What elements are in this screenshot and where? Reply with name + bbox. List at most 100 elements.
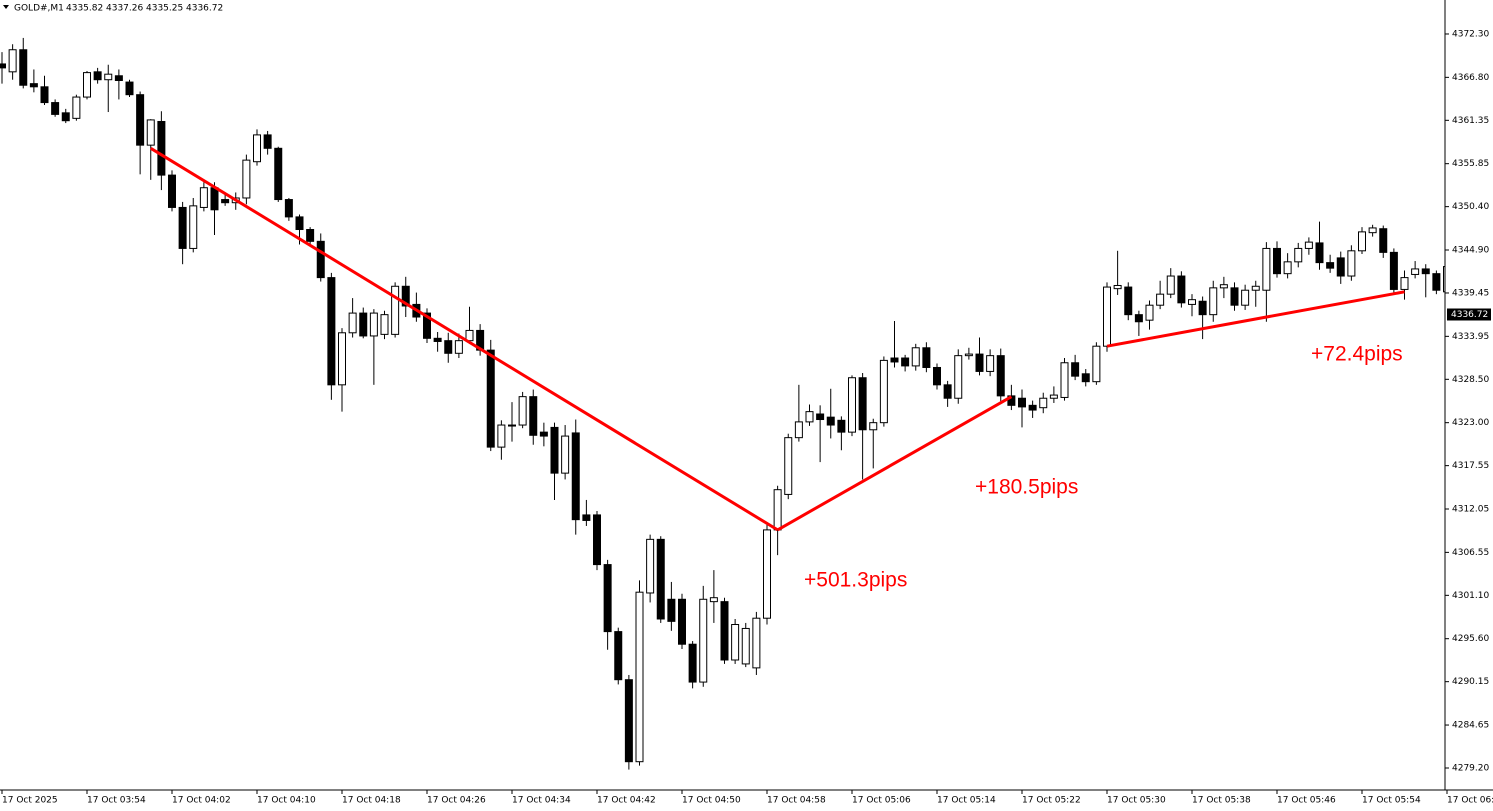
candle-body bbox=[1166, 275, 1175, 295]
candle-body bbox=[72, 96, 81, 119]
candle-body bbox=[731, 624, 740, 661]
candle-body bbox=[1326, 262, 1335, 269]
candle-body bbox=[369, 312, 378, 337]
candle-body bbox=[550, 426, 559, 474]
candle-body bbox=[1358, 231, 1366, 252]
candle-body bbox=[1124, 286, 1133, 316]
candle-body bbox=[1145, 304, 1154, 321]
y-tick-label: 4333.95 bbox=[1452, 332, 1489, 342]
candle-body bbox=[848, 377, 856, 433]
header-high: 4337.26 bbox=[106, 4, 143, 14]
candle-body bbox=[189, 205, 198, 249]
candle-body bbox=[444, 340, 453, 354]
candle-body bbox=[433, 337, 442, 342]
y-tick-label: 4295.60 bbox=[1452, 634, 1489, 644]
candle-body bbox=[1049, 394, 1058, 399]
candle-body bbox=[1241, 289, 1250, 306]
header-triangle bbox=[3, 5, 9, 9]
candle-body bbox=[1230, 287, 1239, 306]
candle-body bbox=[61, 112, 70, 122]
candle-body bbox=[1039, 397, 1048, 409]
candle-body bbox=[221, 199, 230, 204]
candle-body bbox=[29, 83, 38, 88]
header-close: 4336.72 bbox=[186, 4, 223, 14]
candle-body bbox=[964, 353, 973, 357]
candle-body bbox=[93, 71, 102, 81]
candle-body bbox=[911, 347, 920, 367]
candle-body bbox=[1304, 241, 1313, 249]
y-tick-label: 4312.05 bbox=[1452, 505, 1489, 515]
y-tick-label: 4361.35 bbox=[1452, 116, 1489, 126]
candle-body bbox=[401, 285, 410, 307]
y-tick-label: 4301.10 bbox=[1452, 591, 1489, 601]
candle-body bbox=[168, 174, 176, 208]
candle-body bbox=[1113, 284, 1122, 290]
y-tick-label: 4350.40 bbox=[1452, 202, 1489, 212]
x-tick-label: 17 Oct 04:58 bbox=[767, 796, 826, 806]
y-tick-label: 4355.85 bbox=[1452, 159, 1489, 169]
candle-body bbox=[571, 432, 580, 521]
candle-body bbox=[40, 86, 49, 104]
candle-body bbox=[391, 285, 400, 335]
header-symbol: GOLD#,M1 bbox=[14, 4, 64, 14]
candle-body bbox=[752, 617, 761, 669]
candle-body bbox=[922, 347, 931, 368]
header: GOLD#,M1 4335.82 4337.26 4335.25 4336.72 bbox=[3, 4, 223, 14]
candle-body bbox=[954, 355, 963, 399]
candle-body bbox=[518, 396, 527, 426]
x-tick-label: 17 Oct 05:30 bbox=[1107, 796, 1166, 806]
candle-body bbox=[1421, 268, 1430, 275]
candle-body bbox=[1156, 293, 1165, 306]
x-tick-label: 17 Oct 05:22 bbox=[1022, 796, 1081, 806]
candle-body bbox=[1103, 286, 1111, 347]
candle-body bbox=[1379, 228, 1388, 253]
candle-body bbox=[1209, 287, 1218, 316]
candle-body bbox=[656, 538, 665, 620]
candle-body bbox=[348, 312, 357, 334]
candle-body bbox=[688, 643, 697, 683]
candle-body bbox=[327, 277, 336, 386]
candle-body bbox=[1177, 275, 1186, 304]
candle-body bbox=[359, 312, 368, 337]
candle-body bbox=[51, 102, 60, 115]
trendline-label: +72.4pips bbox=[1311, 343, 1403, 366]
candle-body bbox=[104, 73, 113, 81]
candle-body bbox=[19, 49, 28, 86]
candle-body bbox=[316, 240, 325, 279]
candle-body bbox=[593, 514, 601, 566]
candle-body bbox=[1368, 227, 1377, 234]
candle-body bbox=[1188, 299, 1196, 305]
candle-body bbox=[901, 357, 910, 367]
candle-body bbox=[1018, 397, 1026, 408]
candle-body bbox=[136, 94, 145, 146]
x-tick-label: 17 Oct 04:10 bbox=[257, 796, 316, 806]
candle-body bbox=[0, 63, 6, 69]
last-price-tag bbox=[1447, 308, 1491, 321]
candle-body bbox=[869, 422, 878, 431]
candle-body bbox=[508, 424, 516, 427]
candle-body bbox=[582, 514, 591, 521]
candle-body bbox=[890, 357, 899, 363]
candle-body bbox=[539, 431, 548, 437]
header-low: 4335.25 bbox=[146, 4, 183, 14]
y-tick-label: 4366.80 bbox=[1452, 73, 1489, 83]
x-tick-label: 17 Oct 04:42 bbox=[597, 796, 656, 806]
candle-body bbox=[826, 416, 835, 426]
candle-body bbox=[975, 353, 984, 372]
candle-body bbox=[561, 435, 570, 474]
candle-body bbox=[274, 147, 283, 201]
candle-body bbox=[816, 413, 825, 421]
y-tick-label: 4372.30 bbox=[1452, 29, 1489, 39]
candle-body bbox=[773, 489, 782, 531]
trendline bbox=[149, 147, 779, 532]
candle-body bbox=[603, 564, 612, 633]
candle-body bbox=[741, 627, 750, 665]
last-price-label: 4336.72 bbox=[1451, 310, 1488, 320]
x-tick-label: 17 Oct 04:18 bbox=[342, 796, 401, 806]
candle-body bbox=[1198, 300, 1207, 316]
candle-body bbox=[1315, 242, 1324, 264]
candle-body bbox=[253, 134, 261, 163]
trendline-label: +501.3pips bbox=[804, 569, 907, 592]
candle-body bbox=[199, 187, 208, 208]
